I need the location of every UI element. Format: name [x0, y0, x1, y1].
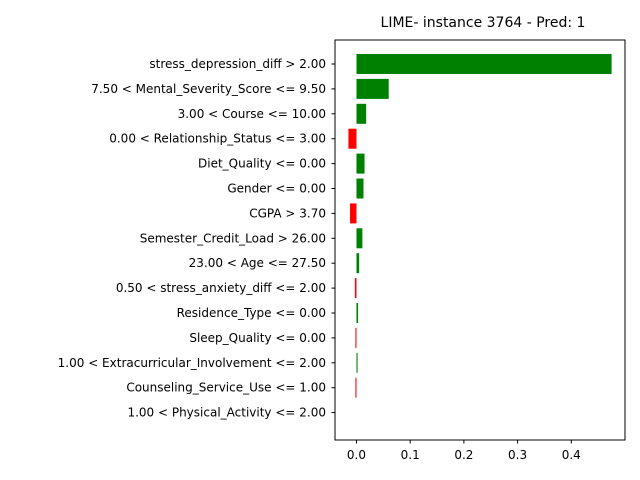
x-tick-label: 0.3	[508, 448, 527, 462]
bar	[356, 103, 367, 124]
bar	[356, 153, 365, 174]
y-tick-label: 0.50 < stress_anxiety_diff <= 2.00	[116, 281, 326, 295]
y-tick-label: stress_depression_diff > 2.00	[149, 57, 326, 71]
y-tick-label: 1.00 < Physical_Activity <= 2.00	[127, 406, 326, 420]
y-tick-label: CGPA > 3.70	[249, 206, 326, 220]
bar	[356, 352, 358, 373]
bars-layer	[348, 54, 612, 398]
bar	[356, 78, 389, 99]
chart-title: LIME- instance 3764 - Pred: 1	[381, 15, 586, 31]
bar	[356, 253, 360, 274]
x-tick-label: 0.2	[454, 448, 473, 462]
bar	[355, 377, 357, 398]
y-tick-label: Counseling_Service_Use <= 1.00	[126, 381, 326, 395]
y-tick-label: 7.50 < Mental_Severity_Score <= 9.50	[91, 82, 326, 96]
y-tick-label: Sleep_Quality <= 0.00	[189, 331, 326, 345]
x-tick-label: 0.0	[347, 448, 366, 462]
y-tick-label: 3.00 < Course <= 10.00	[178, 107, 326, 121]
y-tick-label: 0.00 < Relationship_Status <= 3.00	[109, 132, 326, 146]
bar	[350, 203, 357, 224]
x-tick-label: 0.4	[562, 448, 581, 462]
bar	[354, 278, 357, 299]
bar	[356, 178, 364, 199]
plot-frame	[334, 39, 626, 441]
x-axis: 0.0 0.1 0.2 0.3 0.4	[347, 440, 581, 462]
bar	[356, 54, 612, 74]
bar	[356, 228, 363, 249]
x-tick-label: 0.1	[401, 448, 420, 462]
y-tick-label: 23.00 < Age <= 27.50	[189, 256, 326, 270]
y-tick-label: Gender <= 0.00	[227, 182, 326, 196]
y-tick-label: 1.00 < Extracurricular_Involvement <= 2.…	[58, 356, 326, 370]
bar	[356, 303, 359, 323]
bar	[355, 327, 357, 348]
y-tick-label: Residence_Type <= 0.00	[177, 306, 326, 320]
y-axis: stress_depression_diff > 2.00 7.50 < Ment…	[58, 57, 335, 420]
bar	[348, 128, 357, 149]
y-tick-label: Semester_Credit_Load > 26.00	[140, 231, 326, 245]
y-tick-label: Diet_Quality <= 0.00	[198, 157, 326, 171]
